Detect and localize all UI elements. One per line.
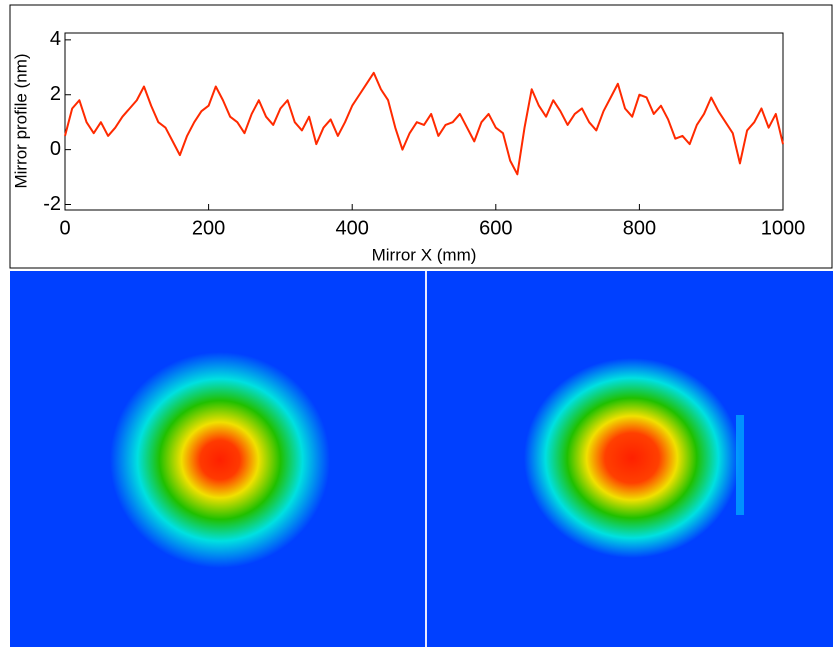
plot-area [64,32,784,211]
x-axis-label: Mirror X (mm) [372,245,477,264]
y-tick-label: 2 [50,83,61,105]
y-tick-label: 0 [50,138,61,160]
y-axis-label: Mirror profile (nm) [11,53,30,188]
profile-line [64,71,784,176]
y-tick-label: -2 [43,193,61,215]
beam-ideal [110,352,330,568]
x-tick-label: 400 [336,217,369,239]
plot-frame [9,4,833,269]
x-tick-label: 1000 [761,217,806,239]
x-tick-label: 0 [59,217,70,239]
beam-fringe [736,415,744,515]
y-tick-label: 4 [50,28,61,50]
beam-distorted [524,358,740,558]
x-tick-label: 800 [623,217,656,239]
beam-images [10,271,833,647]
x-tick-label: 200 [192,217,225,239]
x-tick-label: 600 [479,217,512,239]
